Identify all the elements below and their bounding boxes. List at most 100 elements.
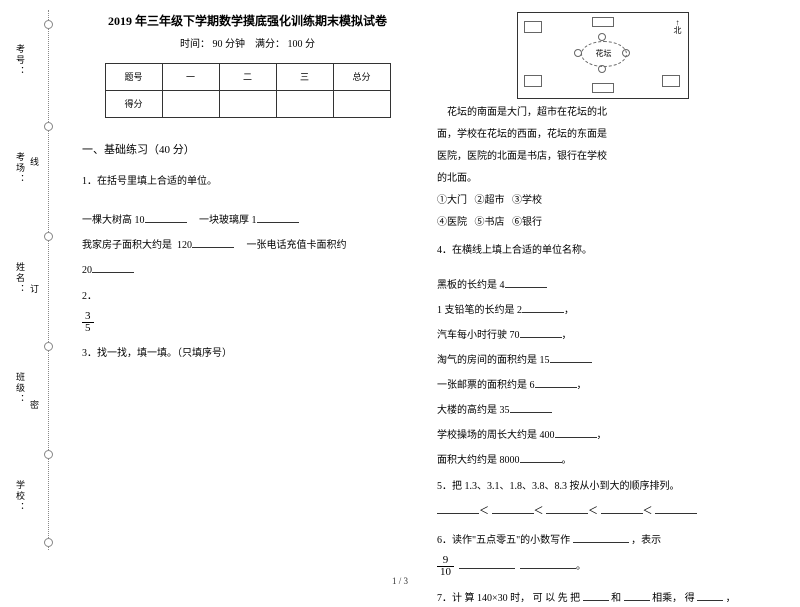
q2-stem: 2． — [82, 291, 97, 302]
q6-frac-row: 9 10 。 — [437, 555, 768, 578]
q1-tree: 一棵大树高 10 — [82, 215, 145, 226]
th-index: 题号 — [105, 64, 162, 91]
blank-field[interactable] — [550, 350, 592, 363]
lt: ＜ — [643, 506, 653, 517]
q1-card-val: 20 — [82, 265, 92, 276]
q1-stem: 1．在括号里填上合适的单位。 — [82, 174, 413, 190]
opt-2: ②超市 — [475, 195, 505, 206]
q5-stem: 5．把 1.3、3.1、1.8、3.8、8.3 按从小到大的顺序排列。 — [437, 479, 768, 495]
fraction-num: 3 — [82, 311, 94, 323]
building-icon — [592, 17, 614, 27]
table-row: 题号 一 二 三 总分 — [105, 64, 390, 91]
time-label: 时间： — [180, 39, 210, 50]
q1-line2: 我家房子面积大约是 120 一张电话充值卡面积约 — [82, 235, 413, 254]
gutter-label-room: 考场： — [14, 152, 27, 185]
th-3: 三 — [276, 64, 333, 91]
q4-text: 汽车每小时行驶 — [437, 330, 507, 341]
gutter-label-school: 学校： — [14, 480, 27, 513]
gutter-circle — [44, 538, 53, 547]
q4-text: 黑板的长约是 — [437, 280, 497, 291]
opt-5: ⑤书店 — [475, 217, 505, 228]
diagram-desc-3: 医院，医院的北面是书店，银行在学校 — [437, 149, 768, 165]
exam-page: 考号： 考场： 姓名： 班级： 学校： 线 订 密 2019 年三年级下学期数学… — [0, 0, 800, 592]
q2: 2． — [82, 289, 413, 305]
lt: ＜ — [479, 506, 489, 517]
blank-field[interactable] — [92, 260, 134, 273]
gutter-label-name: 姓名： — [14, 262, 27, 295]
compass-icon: ↑北 — [674, 19, 682, 35]
th-2: 二 — [219, 64, 276, 91]
q4-text: 学校操场的周长大约是 — [437, 430, 537, 441]
blank-field[interactable] — [520, 325, 562, 338]
q6-stem-a: 6．读作"五点零五"的小数写作 — [437, 535, 570, 546]
q4-text: 淘气的房间的面积约是 — [437, 355, 537, 366]
gutter-circle — [44, 20, 53, 29]
gutter-circle — [44, 232, 53, 241]
th-total: 总分 — [333, 64, 390, 91]
q1-line1: 一棵大树高 10 一块玻璃厚 1 — [82, 210, 413, 229]
q4-val: 400 — [540, 430, 555, 441]
q7: 7．计 算 140×30 时， 可 以 先 把 和 相乘， 得 ， — [437, 588, 768, 607]
q4-val: 70 — [510, 330, 520, 341]
q4-stem: 4．在横线上填上合适的单位名称。 — [437, 243, 768, 259]
petal-icon — [598, 33, 606, 41]
blank-field[interactable] — [492, 501, 534, 514]
td-score-label: 得分 — [105, 91, 162, 118]
blank-field[interactable] — [459, 556, 515, 569]
q4-l5: 一张邮票的面积约是 6， — [437, 375, 768, 394]
q7-d: ， — [726, 593, 736, 604]
q1-card: 一张电话充值卡面积约 — [247, 240, 347, 251]
diagram-desc-4: 的北面。 — [437, 171, 768, 187]
fraction-9-10: 9 10 — [437, 555, 454, 578]
blank-field[interactable] — [145, 210, 187, 223]
left-column: 2019 年三年级下学期数学摸底强化训练期末模拟试卷 时间： 90 分钟 满分：… — [70, 12, 425, 562]
q5-answer-row: ＜ ＜ ＜ ＜ — [437, 501, 768, 520]
blank-field[interactable] — [510, 400, 552, 413]
q4-l7: 学校操场的周长大约是 400， — [437, 425, 768, 444]
diagram-desc-2: 面，学校在花坛的西面，花坛的东面是 — [437, 127, 768, 143]
q4-text: 一张邮票的面积约是 — [437, 380, 527, 391]
building-icon — [524, 75, 542, 87]
td-blank — [276, 91, 333, 118]
blank-field[interactable] — [624, 588, 650, 601]
blank-field[interactable] — [520, 556, 576, 569]
q4-l8: 面积大约约是 8000。 — [437, 450, 768, 469]
blank-field[interactable] — [583, 588, 609, 601]
blank-field[interactable] — [522, 300, 564, 313]
blank-field[interactable] — [655, 501, 697, 514]
td-blank — [333, 91, 390, 118]
petal-icon — [574, 49, 582, 57]
q4-val: 15 — [540, 355, 550, 366]
q6-stem-b: ，表示 — [631, 535, 661, 546]
compass-n: 北 — [674, 26, 682, 35]
blank-field[interactable] — [535, 375, 577, 388]
lt: ＜ — [534, 506, 544, 517]
q1-house-val: 120 — [177, 240, 192, 251]
blank-field[interactable] — [546, 501, 588, 514]
q4-l6: 大楼的高约是 35 — [437, 400, 768, 419]
blank-field[interactable] — [257, 210, 299, 223]
building-icon — [524, 21, 542, 33]
blank-field[interactable] — [437, 501, 479, 514]
th-1: 一 — [162, 64, 219, 91]
q2-frac: 3 5 — [82, 311, 413, 334]
q1-house: 我家房子面积大约是 — [82, 240, 172, 251]
blank-field[interactable] — [192, 235, 234, 248]
time-value: 90 分钟 — [213, 39, 246, 50]
q1-glass: 一块玻璃厚 1 — [199, 215, 257, 226]
blank-field[interactable] — [601, 501, 643, 514]
gutter-dash — [48, 10, 49, 550]
gutter-cut-ding: 订 — [30, 282, 39, 295]
fullmark-label: 满分： — [255, 39, 285, 50]
blank-field[interactable] — [555, 425, 597, 438]
petal-icon — [622, 49, 630, 57]
blank-field[interactable] — [520, 450, 562, 463]
blank-field[interactable] — [573, 530, 629, 543]
building-icon — [592, 83, 614, 93]
opt-1: ①大门 — [437, 195, 467, 206]
gutter-circle — [44, 122, 53, 131]
gutter-label-class: 班级： — [14, 372, 27, 405]
blank-field[interactable] — [505, 275, 547, 288]
blank-field[interactable] — [697, 588, 723, 601]
q4-l2: 1 支铅笔的长约是 2， — [437, 300, 768, 319]
